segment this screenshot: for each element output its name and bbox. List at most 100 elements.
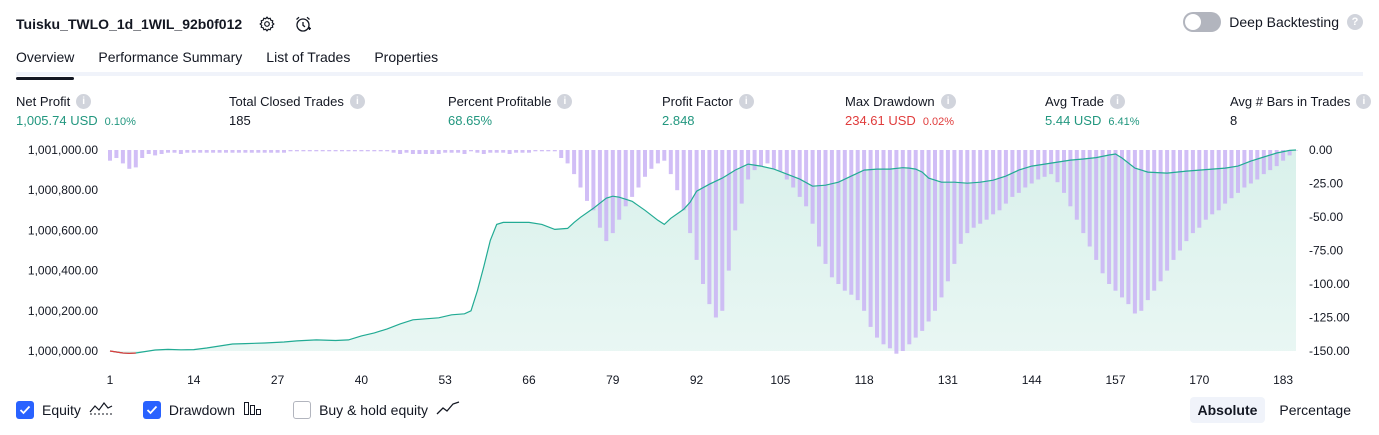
drawdown-bar [1068,150,1073,207]
drawdown-bar [784,150,789,180]
drawdown-bar [720,150,725,311]
drawdown-bar [739,150,744,204]
drawdown-bars-icon [243,400,263,419]
tab-list-of-trades[interactable]: List of Trades [266,49,351,65]
legend-label: Drawdown [168,401,236,418]
drawdown-bar [1203,150,1208,220]
drawdown-bar [359,150,364,152]
drawdown-bar [133,150,138,168]
x-axis-tick: 14 [187,373,201,387]
drawdown-bar [404,150,409,153]
drawdown-bar [1016,150,1021,193]
gear-icon[interactable] [256,13,278,35]
buy-hold-checkbox[interactable] [293,400,312,419]
drawdown-bar [1062,150,1066,193]
drawdown-bar [501,150,506,153]
x-axis-tick: 118 [855,373,874,387]
drawdown-bar [662,150,667,161]
drawdown-bar [1049,150,1054,175]
absolute-button[interactable]: Absolute [1189,397,1266,423]
tab-performance-summary[interactable]: Performance Summary [98,49,243,65]
drawdown-bar [507,150,512,154]
metric-value: 5.44 USD [1045,113,1102,128]
tab-overview[interactable]: Overview [16,44,75,80]
drawdown-bar [791,150,796,188]
drawdown-bar [1216,150,1221,211]
drawdown-bar [610,150,615,234]
drawdown-bar [913,150,918,338]
drawdown-bar [933,150,937,311]
strategy-title: Tuisku_TWLO_1d_1WIL_92b0f012 [16,16,243,32]
info-icon[interactable]: i [1110,94,1126,109]
drawdown-bar [475,150,480,153]
equity-line [109,149,1297,355]
drawdown-bar [178,150,183,154]
drawdown-bar [1229,150,1234,199]
drawdown-bar [185,150,190,153]
info-icon[interactable]: i [76,94,92,109]
info-icon[interactable]: i [557,94,573,109]
drawdown-bar [875,150,879,338]
info-icon[interactable]: i [1356,94,1372,109]
drawdown-bar [862,150,867,311]
drawdown-bar [391,150,396,153]
metric-value: 8 [1230,113,1238,128]
metric-value: 185 [229,113,251,128]
drawdown-bar [314,150,319,152]
help-icon[interactable]: ? [1347,14,1363,30]
drawdown-bar [140,150,145,158]
metric-value: 234.61 USD [845,113,916,128]
drawdown-bar [997,150,1002,211]
drawdown-bar [378,150,383,152]
tab-properties[interactable]: Properties [374,49,439,65]
right-axis-tick: -150.00 [1309,344,1350,358]
drawdown-bar [436,150,441,154]
metric-profit-factor: Profit Factor i 2.848 [662,93,754,128]
drawdown-bar [1248,150,1253,184]
drawdown-bar [623,150,628,207]
drawdown-bar [733,150,738,231]
drawdown-bar [887,150,892,349]
right-axis-tick: 0.00 [1309,143,1333,157]
drawdown-bar [1210,150,1215,215]
legend-drawdown[interactable]: Drawdown [142,400,263,419]
right-axis-tick: -25.00 [1309,177,1343,191]
drawdown-checkbox[interactable] [142,400,161,419]
drawdown-bar [945,150,950,282]
info-icon[interactable]: i [940,94,956,109]
deep-backtesting-toggle[interactable] [1183,12,1222,32]
percentage-button[interactable]: Percentage [1279,402,1351,418]
drawdown-bar [752,150,757,171]
equity-drawdown-chart[interactable]: 1,001,000.00 1,000,800.00 1,000,600.00 1,00… [0,140,1379,388]
drawdown-bar [1126,150,1131,305]
metric-label: Percent Profitable [448,94,552,109]
drawdown-bar [765,150,770,164]
right-axis-tick: -100.00 [1309,277,1350,291]
drawdown-bar [958,150,963,244]
drawdown-bar [385,150,390,152]
drawdown-bar [630,150,635,197]
drawdown-bar [320,150,325,152]
drawdown-bar [1242,150,1247,188]
alarm-clock-icon[interactable] [292,13,314,35]
drawdown-bar [372,150,377,152]
drawdown-bar [920,150,925,331]
info-icon[interactable]: i [349,94,365,109]
drawdown-bar [198,150,203,153]
drawdown-bar [1120,150,1124,298]
drawdown-bar [204,150,209,153]
drawdown-bar [565,150,570,164]
metric-max-drawdown: Max Drawdown i 234.61 USD 0.02% [845,93,956,128]
legend-equity[interactable]: Equity [16,400,113,419]
drawdown-bar [701,150,705,284]
right-axis-tick: -125.00 [1309,311,1350,325]
legend-buy-hold[interactable]: Buy & hold equity [293,400,460,419]
metric-label: Profit Factor [662,94,733,109]
info-icon[interactable]: i [738,94,754,109]
drawdown-bar [1152,150,1157,291]
x-axis-tick: 105 [770,373,790,387]
legend-label: Buy & hold equity [319,401,429,418]
buy-hold-line-icon [436,400,460,419]
drawdown-bar [249,150,254,153]
equity-checkbox[interactable] [16,400,34,419]
